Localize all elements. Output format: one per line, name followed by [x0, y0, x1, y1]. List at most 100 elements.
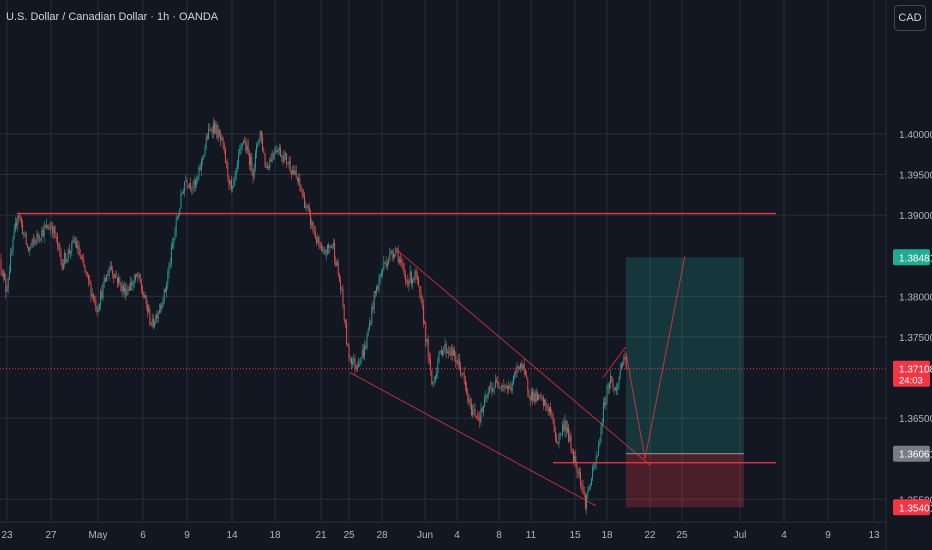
- candle: [228, 175, 230, 191]
- candle: [154, 319, 156, 329]
- candle: [306, 203, 308, 212]
- candle: [601, 418, 603, 434]
- candle: [589, 482, 591, 491]
- candle: [581, 480, 583, 493]
- candle: [346, 318, 348, 346]
- candle: [312, 221, 314, 234]
- candle: [230, 175, 232, 193]
- candle: [19, 214, 21, 221]
- candle: [425, 321, 427, 348]
- candle: [580, 467, 582, 490]
- candle: [379, 273, 381, 285]
- candle: [475, 415, 477, 420]
- candle: [546, 402, 548, 412]
- x-tick-label: 22: [644, 530, 656, 541]
- candle: [128, 283, 130, 292]
- candle: [168, 262, 170, 279]
- candle: [510, 381, 512, 394]
- candle: [272, 152, 274, 160]
- candle: [336, 259, 338, 267]
- candle: [410, 270, 412, 287]
- candle: [600, 421, 602, 443]
- candle: [374, 290, 376, 299]
- candle: [233, 176, 235, 188]
- candle: [190, 177, 192, 192]
- candle: [150, 322, 152, 327]
- candle: [10, 247, 12, 274]
- trendline: [349, 372, 597, 507]
- candle: [73, 235, 75, 244]
- candle: [199, 163, 201, 171]
- candle: [521, 360, 523, 370]
- candle: [181, 191, 183, 196]
- candle: [180, 188, 182, 209]
- candle: [151, 313, 153, 328]
- candle: [395, 245, 397, 257]
- candle: [466, 381, 468, 396]
- candle: [556, 433, 558, 444]
- candle: [412, 278, 414, 290]
- candle: [408, 278, 410, 292]
- candle: [571, 448, 573, 454]
- candle: [365, 342, 367, 350]
- candle: [367, 327, 369, 336]
- candle: [144, 291, 146, 299]
- candle: [305, 201, 307, 211]
- candle: [182, 187, 184, 194]
- candle: [604, 397, 606, 409]
- candle: [347, 342, 349, 347]
- candle: [530, 387, 532, 401]
- candle: [6, 285, 8, 293]
- candle: [409, 265, 411, 284]
- candle: [522, 363, 524, 372]
- candle: [322, 244, 324, 253]
- candle: [316, 236, 318, 246]
- currency-button[interactable]: CAD: [894, 5, 926, 31]
- candle: [454, 345, 456, 362]
- candle: [332, 238, 334, 250]
- candle: [11, 246, 13, 256]
- candle: [370, 320, 372, 326]
- symbol-title[interactable]: U.S. Dollar / Canadian Dollar · 1h · OAN…: [6, 11, 219, 23]
- candle: [554, 426, 556, 443]
- candle: [376, 285, 378, 297]
- candle: [257, 141, 259, 149]
- svg-text:1.36061: 1.36061: [899, 450, 932, 461]
- candle: [380, 269, 382, 278]
- candle: [355, 365, 357, 371]
- candle: [160, 303, 162, 314]
- candle: [288, 156, 290, 170]
- candle: [433, 375, 435, 386]
- candle: [260, 130, 262, 144]
- candle: [206, 133, 208, 141]
- axis-price-tag: 1.38481: [893, 249, 932, 266]
- candle: [541, 395, 543, 401]
- candle: [192, 180, 194, 194]
- candle: [112, 265, 114, 279]
- candle: [469, 396, 471, 410]
- candle: [397, 245, 399, 265]
- candle: [38, 234, 40, 244]
- candle: [262, 132, 264, 153]
- candle: [341, 286, 343, 293]
- candle: [26, 243, 28, 249]
- candle: [416, 270, 418, 285]
- candle: [602, 397, 604, 426]
- candle: [211, 126, 213, 139]
- candle: [324, 246, 326, 256]
- candle: [349, 355, 351, 364]
- candle: [442, 349, 444, 359]
- candle: [542, 394, 544, 410]
- candle: [404, 269, 406, 287]
- candle: [91, 288, 93, 299]
- candle: [331, 244, 333, 250]
- candle: [264, 152, 266, 168]
- candle: [498, 381, 500, 391]
- candle: [488, 384, 490, 395]
- candle: [212, 117, 214, 139]
- candle: [251, 152, 253, 176]
- candle: [514, 370, 516, 381]
- candle: [330, 243, 332, 249]
- candle: [110, 261, 112, 271]
